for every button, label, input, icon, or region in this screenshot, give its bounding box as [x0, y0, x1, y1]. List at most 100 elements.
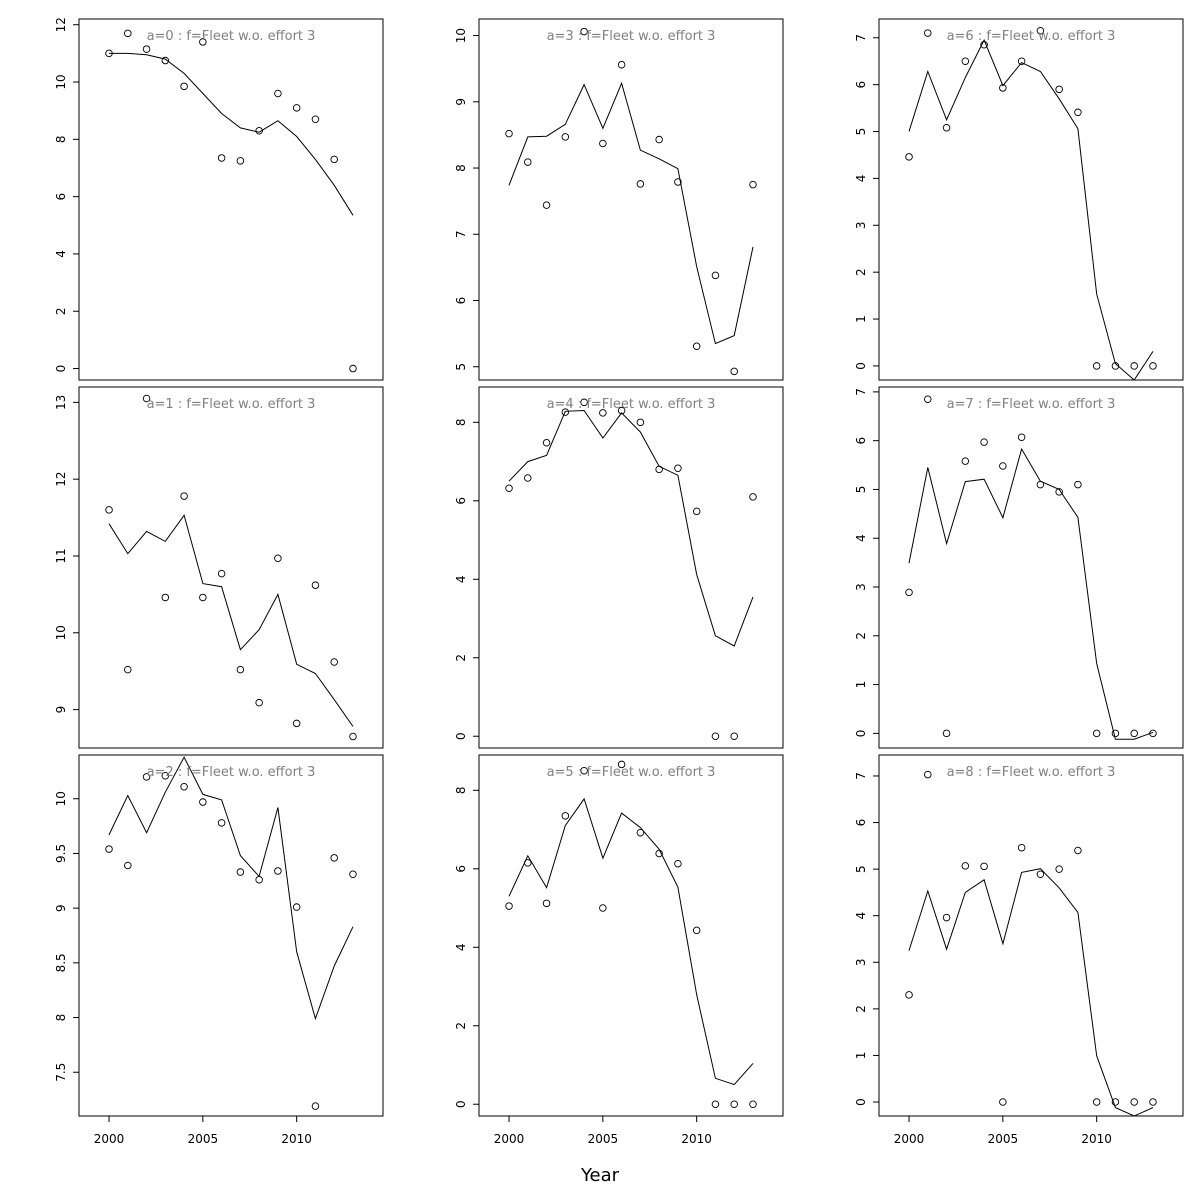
y-tick-label: 7 — [854, 34, 868, 42]
x-tick-label: 2005 — [188, 1132, 219, 1146]
observed-point — [980, 41, 988, 49]
x-tick-label: 2010 — [1081, 1132, 1112, 1146]
observed-point — [180, 492, 188, 500]
observed-point — [1111, 362, 1120, 370]
panel-3: 5 6 7 8 9 10 a=3 : f=Fleet w.o. effort 3 — [454, 18, 784, 381]
observed-point — [1092, 1098, 1101, 1106]
observed-point — [999, 84, 1007, 92]
panel-title: a=5 : f=Fleet w.o. effort 3 — [547, 765, 716, 780]
observed-point — [1149, 729, 1157, 738]
fitted-series-line — [908, 868, 1154, 1117]
y-tick-label: 6 — [454, 865, 468, 873]
x-tick-label: 2005 — [588, 1132, 619, 1146]
plot-frame — [878, 386, 1184, 749]
y-tick-label: 3 — [854, 583, 868, 591]
observed-point — [199, 798, 207, 806]
y-tick-label: 0 — [54, 365, 68, 373]
observed-point — [199, 38, 207, 46]
observed-point — [961, 457, 970, 465]
plot-frame — [78, 754, 384, 1117]
observed-point — [1055, 488, 1063, 496]
y-tick-label: 4 — [454, 943, 468, 951]
y-tick-label: 8 — [454, 418, 468, 426]
y-tick-label: 8 — [54, 136, 68, 144]
y-tick-label: 5 — [454, 363, 468, 371]
panel-title: a=0 : f=Fleet w.o. effort 3 — [147, 29, 316, 44]
observed-point — [655, 465, 663, 474]
panel-7: 0 1 2 3 4 5 6 7 a=7 : f=Fleet w.o. effort 3 — [854, 386, 1184, 749]
y-tick-label: 1 — [854, 1052, 868, 1060]
observed-point — [999, 1098, 1007, 1106]
y-tick-label: 8 — [54, 1014, 68, 1022]
y-tick-label: 0 — [854, 730, 868, 738]
observed-point — [274, 554, 282, 563]
panel-title: a=1 : f=Fleet w.o. effort 3 — [147, 397, 316, 412]
observed-point — [561, 812, 570, 820]
observed-point — [274, 867, 282, 875]
y-tick-label: 2 — [454, 1022, 468, 1030]
y-tick-label: 2 — [454, 654, 468, 662]
y-tick-label: 5 — [854, 865, 868, 873]
observed-point — [1149, 362, 1157, 370]
observed-point — [1111, 729, 1120, 738]
observed-point — [1111, 1098, 1120, 1106]
observed-point — [236, 157, 245, 165]
y-tick-label: 4 — [54, 250, 68, 258]
y-tick-label: 2 — [54, 307, 68, 315]
observed-point — [599, 409, 607, 417]
observed-point — [505, 129, 513, 138]
observed-point — [980, 862, 988, 871]
fitted-series-line — [508, 81, 754, 345]
observed-point — [617, 406, 626, 415]
observed-point — [636, 180, 645, 188]
panel-5: 0 2 4 6 8 2000 2005 2010 a=5 : f=Fleet w.o. effo… — [454, 754, 784, 1146]
observed-point — [161, 593, 170, 602]
observed-point — [142, 45, 151, 53]
plot-frame — [478, 386, 784, 749]
observed-point — [980, 438, 988, 446]
y-tick-label: 9 — [454, 98, 468, 106]
y-tick-label: 7 — [854, 772, 868, 780]
y-tick-label: 11 — [54, 548, 68, 563]
observed-point — [711, 732, 720, 740]
observed-point — [942, 729, 951, 738]
y-tick-label: 12 — [54, 17, 68, 32]
y-tick-label: 2 — [854, 1005, 868, 1013]
observed-point — [1074, 480, 1082, 489]
observed-point — [749, 1100, 757, 1108]
observed-point — [349, 870, 357, 878]
observed-point — [292, 104, 301, 112]
observed-point — [542, 201, 551, 209]
observed-point — [692, 342, 701, 350]
observed-point — [124, 861, 132, 870]
observed-point — [961, 862, 970, 870]
observed-point — [730, 1100, 738, 1108]
observed-point — [636, 828, 645, 837]
observed-point — [711, 1100, 720, 1108]
y-tick-label: 0 — [454, 732, 468, 740]
panel-title: a=3 : f=Fleet w.o. effort 3 — [547, 29, 716, 44]
x-tick-label: 2010 — [281, 1132, 312, 1146]
plot-frame — [878, 754, 1184, 1117]
observed-point — [655, 849, 663, 858]
observed-point — [561, 408, 570, 416]
observed-point — [599, 904, 607, 912]
observed-point — [105, 506, 113, 514]
fitted-series-line — [108, 514, 354, 727]
x-tick-label: 2000 — [94, 1132, 125, 1146]
y-tick-label: 9.5 — [54, 844, 68, 863]
observed-point — [330, 658, 338, 666]
observed-point — [349, 732, 357, 741]
observed-point — [617, 760, 626, 769]
y-tick-label: 10 — [454, 28, 468, 43]
observed-point — [730, 367, 738, 376]
y-tick-label: 5 — [854, 128, 868, 136]
y-tick-label: 4 — [454, 575, 468, 583]
observed-point — [674, 178, 682, 186]
y-tick-label: 8.5 — [54, 953, 68, 972]
observed-point — [311, 115, 320, 124]
y-tick-label: 3 — [854, 221, 868, 229]
observed-point — [1017, 57, 1026, 65]
fitted-series-line — [108, 756, 354, 1021]
observed-point — [105, 845, 113, 853]
